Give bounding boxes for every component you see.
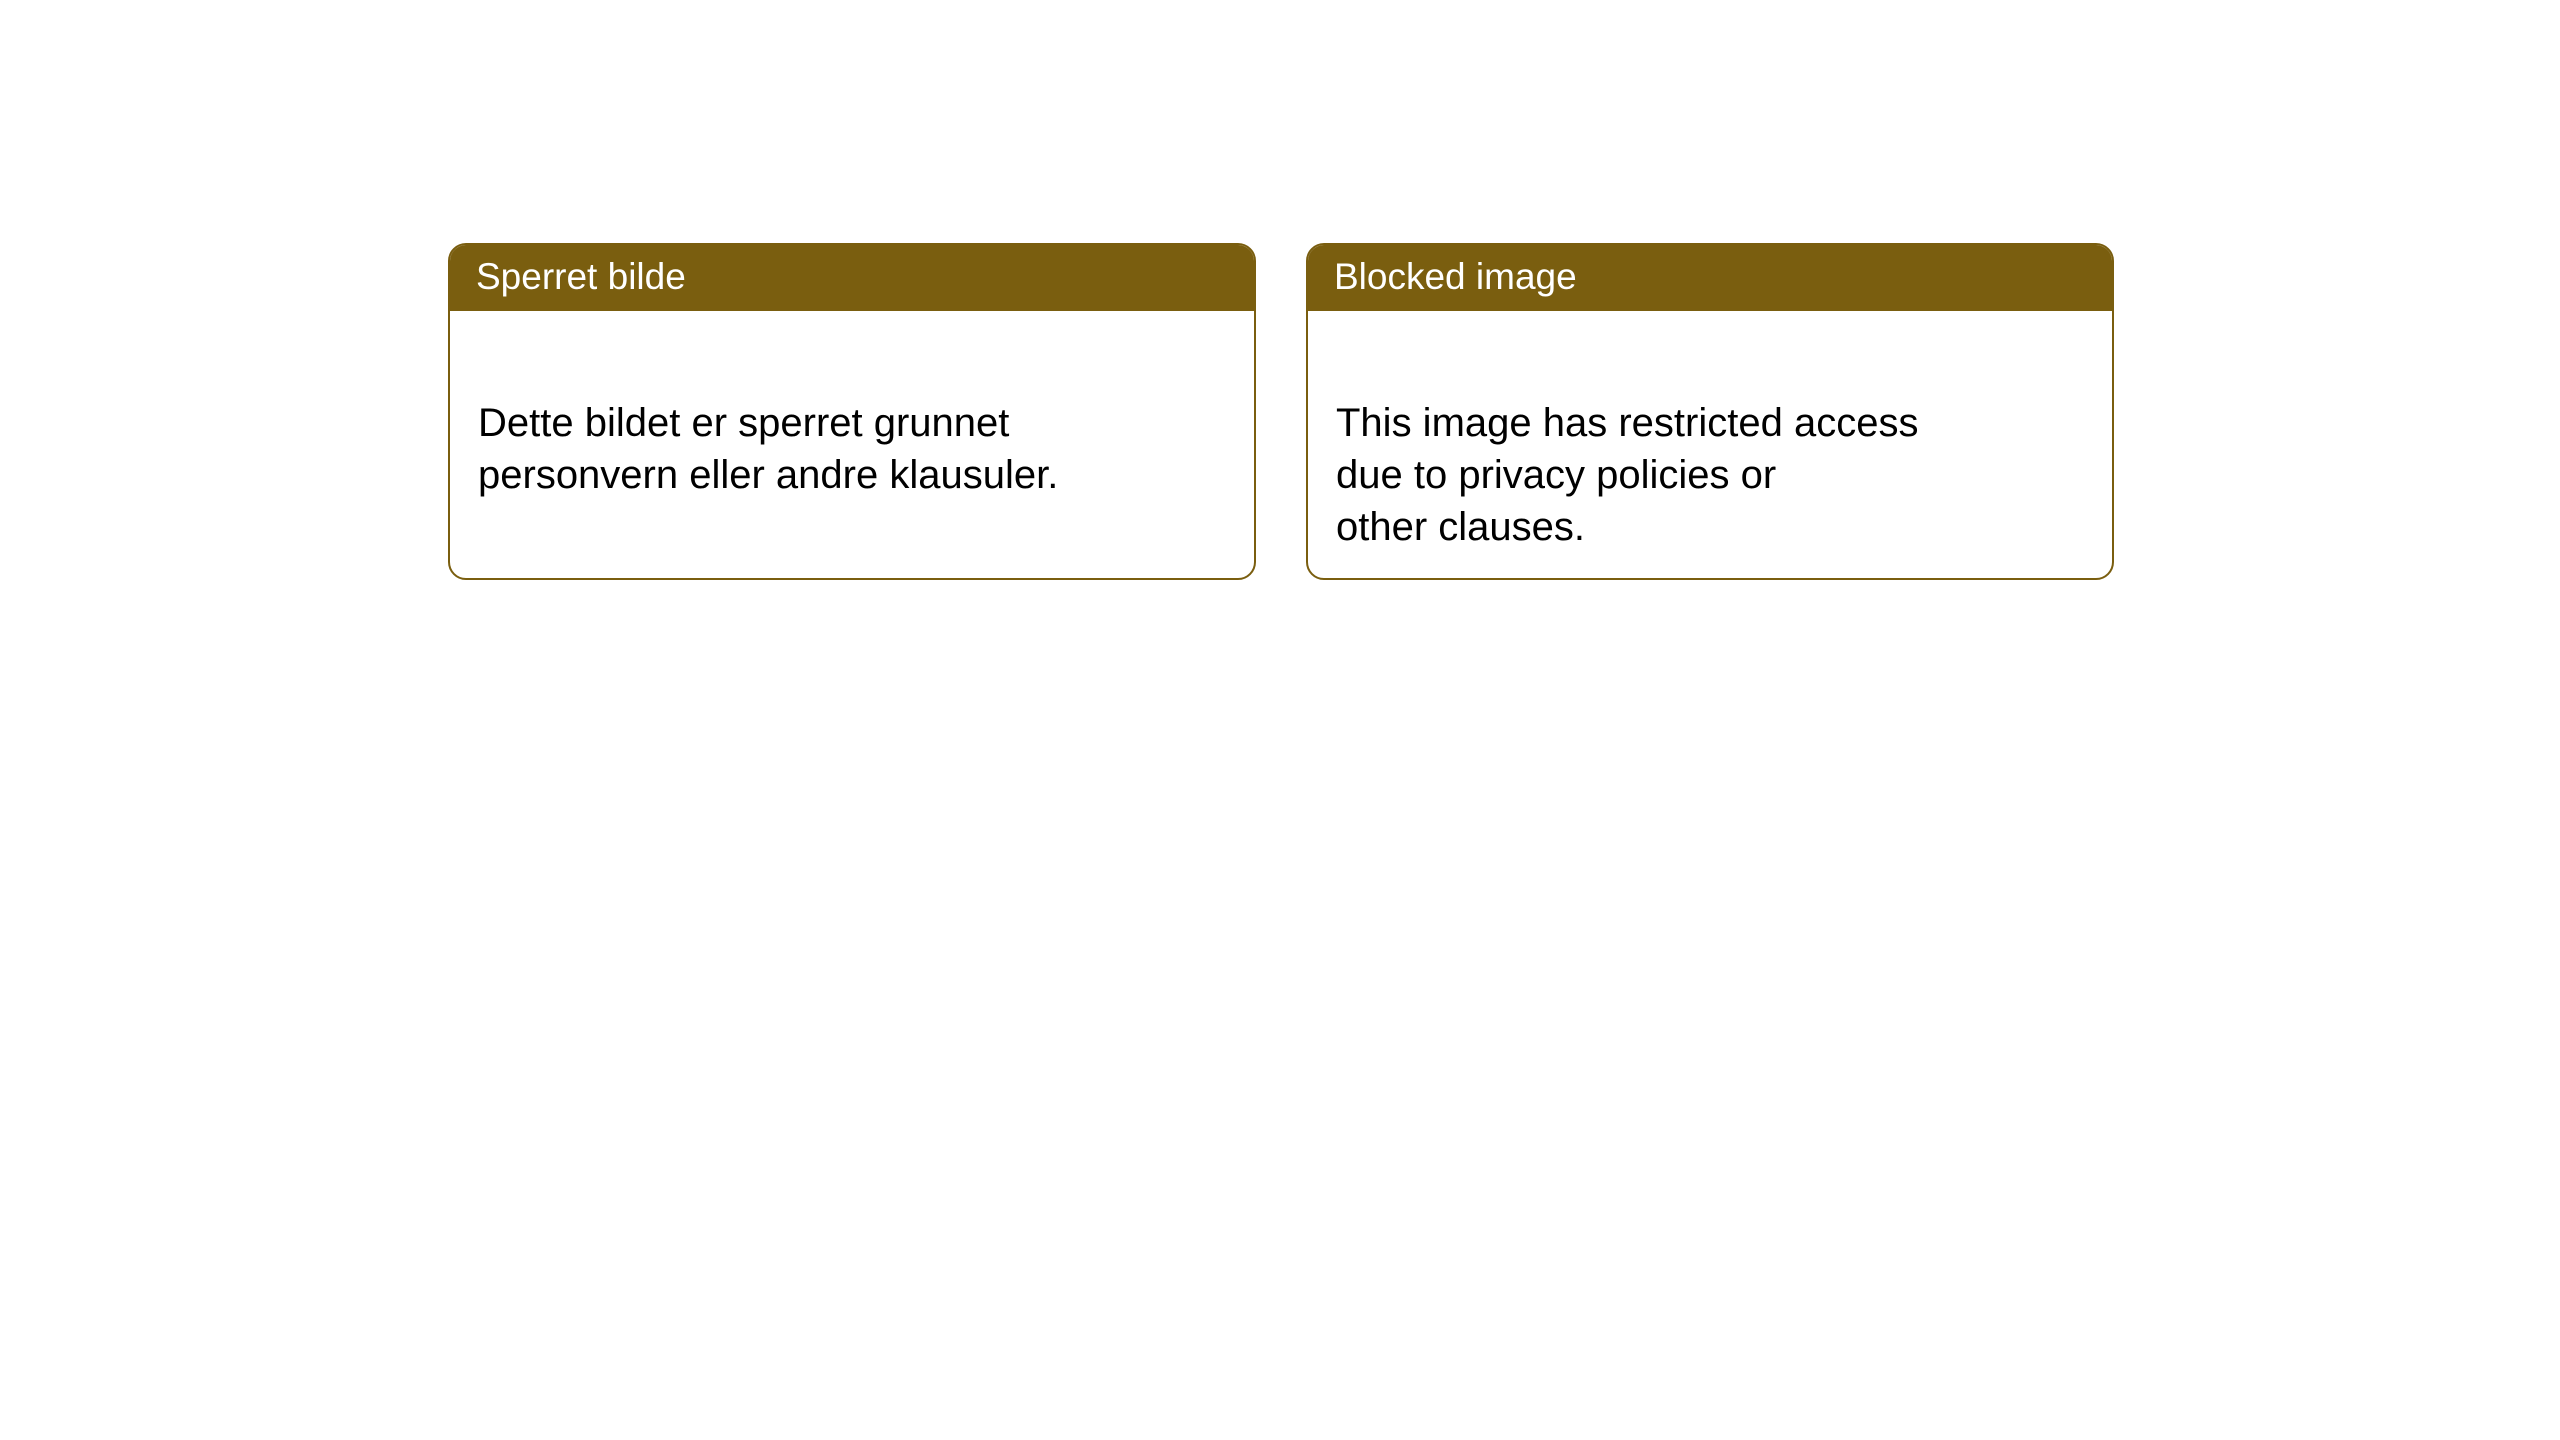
card-header: Sperret bilde [450,245,1254,311]
card-header: Blocked image [1308,245,2112,311]
card-body: This image has restricted access due to … [1308,311,2112,580]
notice-container: Sperret bilde Dette bildet er sperret gr… [0,0,2560,580]
card-body-text: This image has restricted access due to … [1336,401,1918,549]
card-body-text: Dette bildet er sperret grunnet personve… [478,401,1058,497]
blocked-image-card-en: Blocked image This image has restricted … [1306,243,2114,580]
blocked-image-card-no: Sperret bilde Dette bildet er sperret gr… [448,243,1256,580]
card-body: Dette bildet er sperret grunnet personve… [450,311,1254,535]
card-title: Blocked image [1334,256,1577,297]
card-title: Sperret bilde [476,256,686,297]
